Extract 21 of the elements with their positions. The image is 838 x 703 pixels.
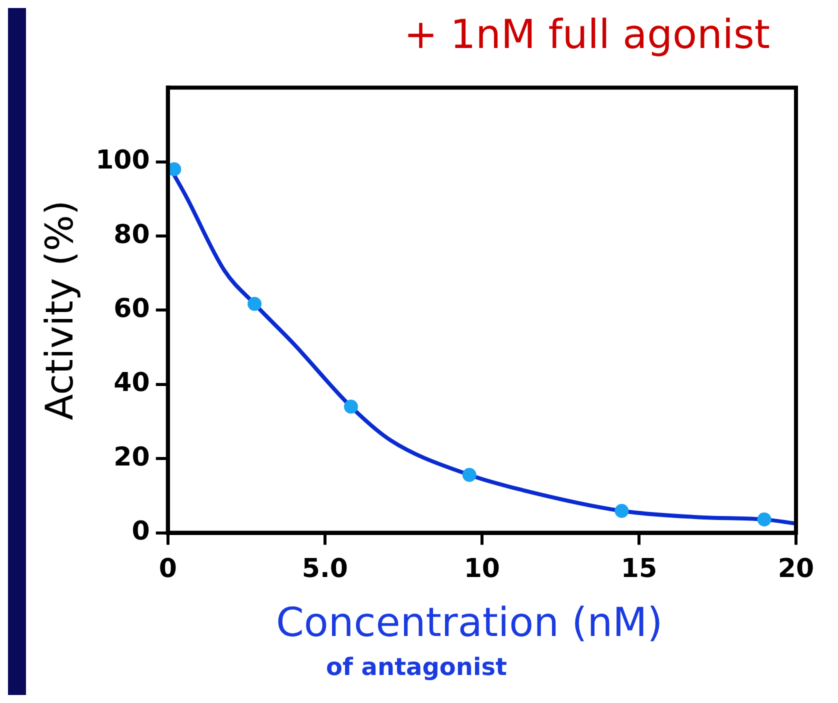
- point: [344, 400, 358, 414]
- y-tick-label: 100: [96, 146, 150, 176]
- x-tick-label: 0: [158, 554, 177, 584]
- x-tick-label: 5.0: [302, 554, 348, 584]
- y-tick-label: 40: [114, 368, 150, 398]
- point: [462, 468, 476, 482]
- point: [168, 162, 182, 176]
- point: [757, 512, 772, 526]
- point: [248, 296, 262, 311]
- y-tick-label: 60: [114, 294, 150, 324]
- y-tick-label: 80: [114, 220, 150, 250]
- x-tick-label: 10: [464, 554, 500, 584]
- chart-title: + 1nM full agonist: [404, 12, 770, 58]
- x-axis-title: Concentration (nM): [276, 600, 663, 646]
- text: of antagonist: [326, 653, 507, 681]
- y-tick-label: 20: [114, 442, 150, 472]
- x-tick-label: 15: [620, 554, 658, 584]
- x-tick-label: 20: [778, 554, 814, 584]
- y-axis-title: Activity (%): [38, 200, 82, 420]
- y-tick-label: 0: [132, 516, 150, 547]
- point: [614, 504, 629, 518]
